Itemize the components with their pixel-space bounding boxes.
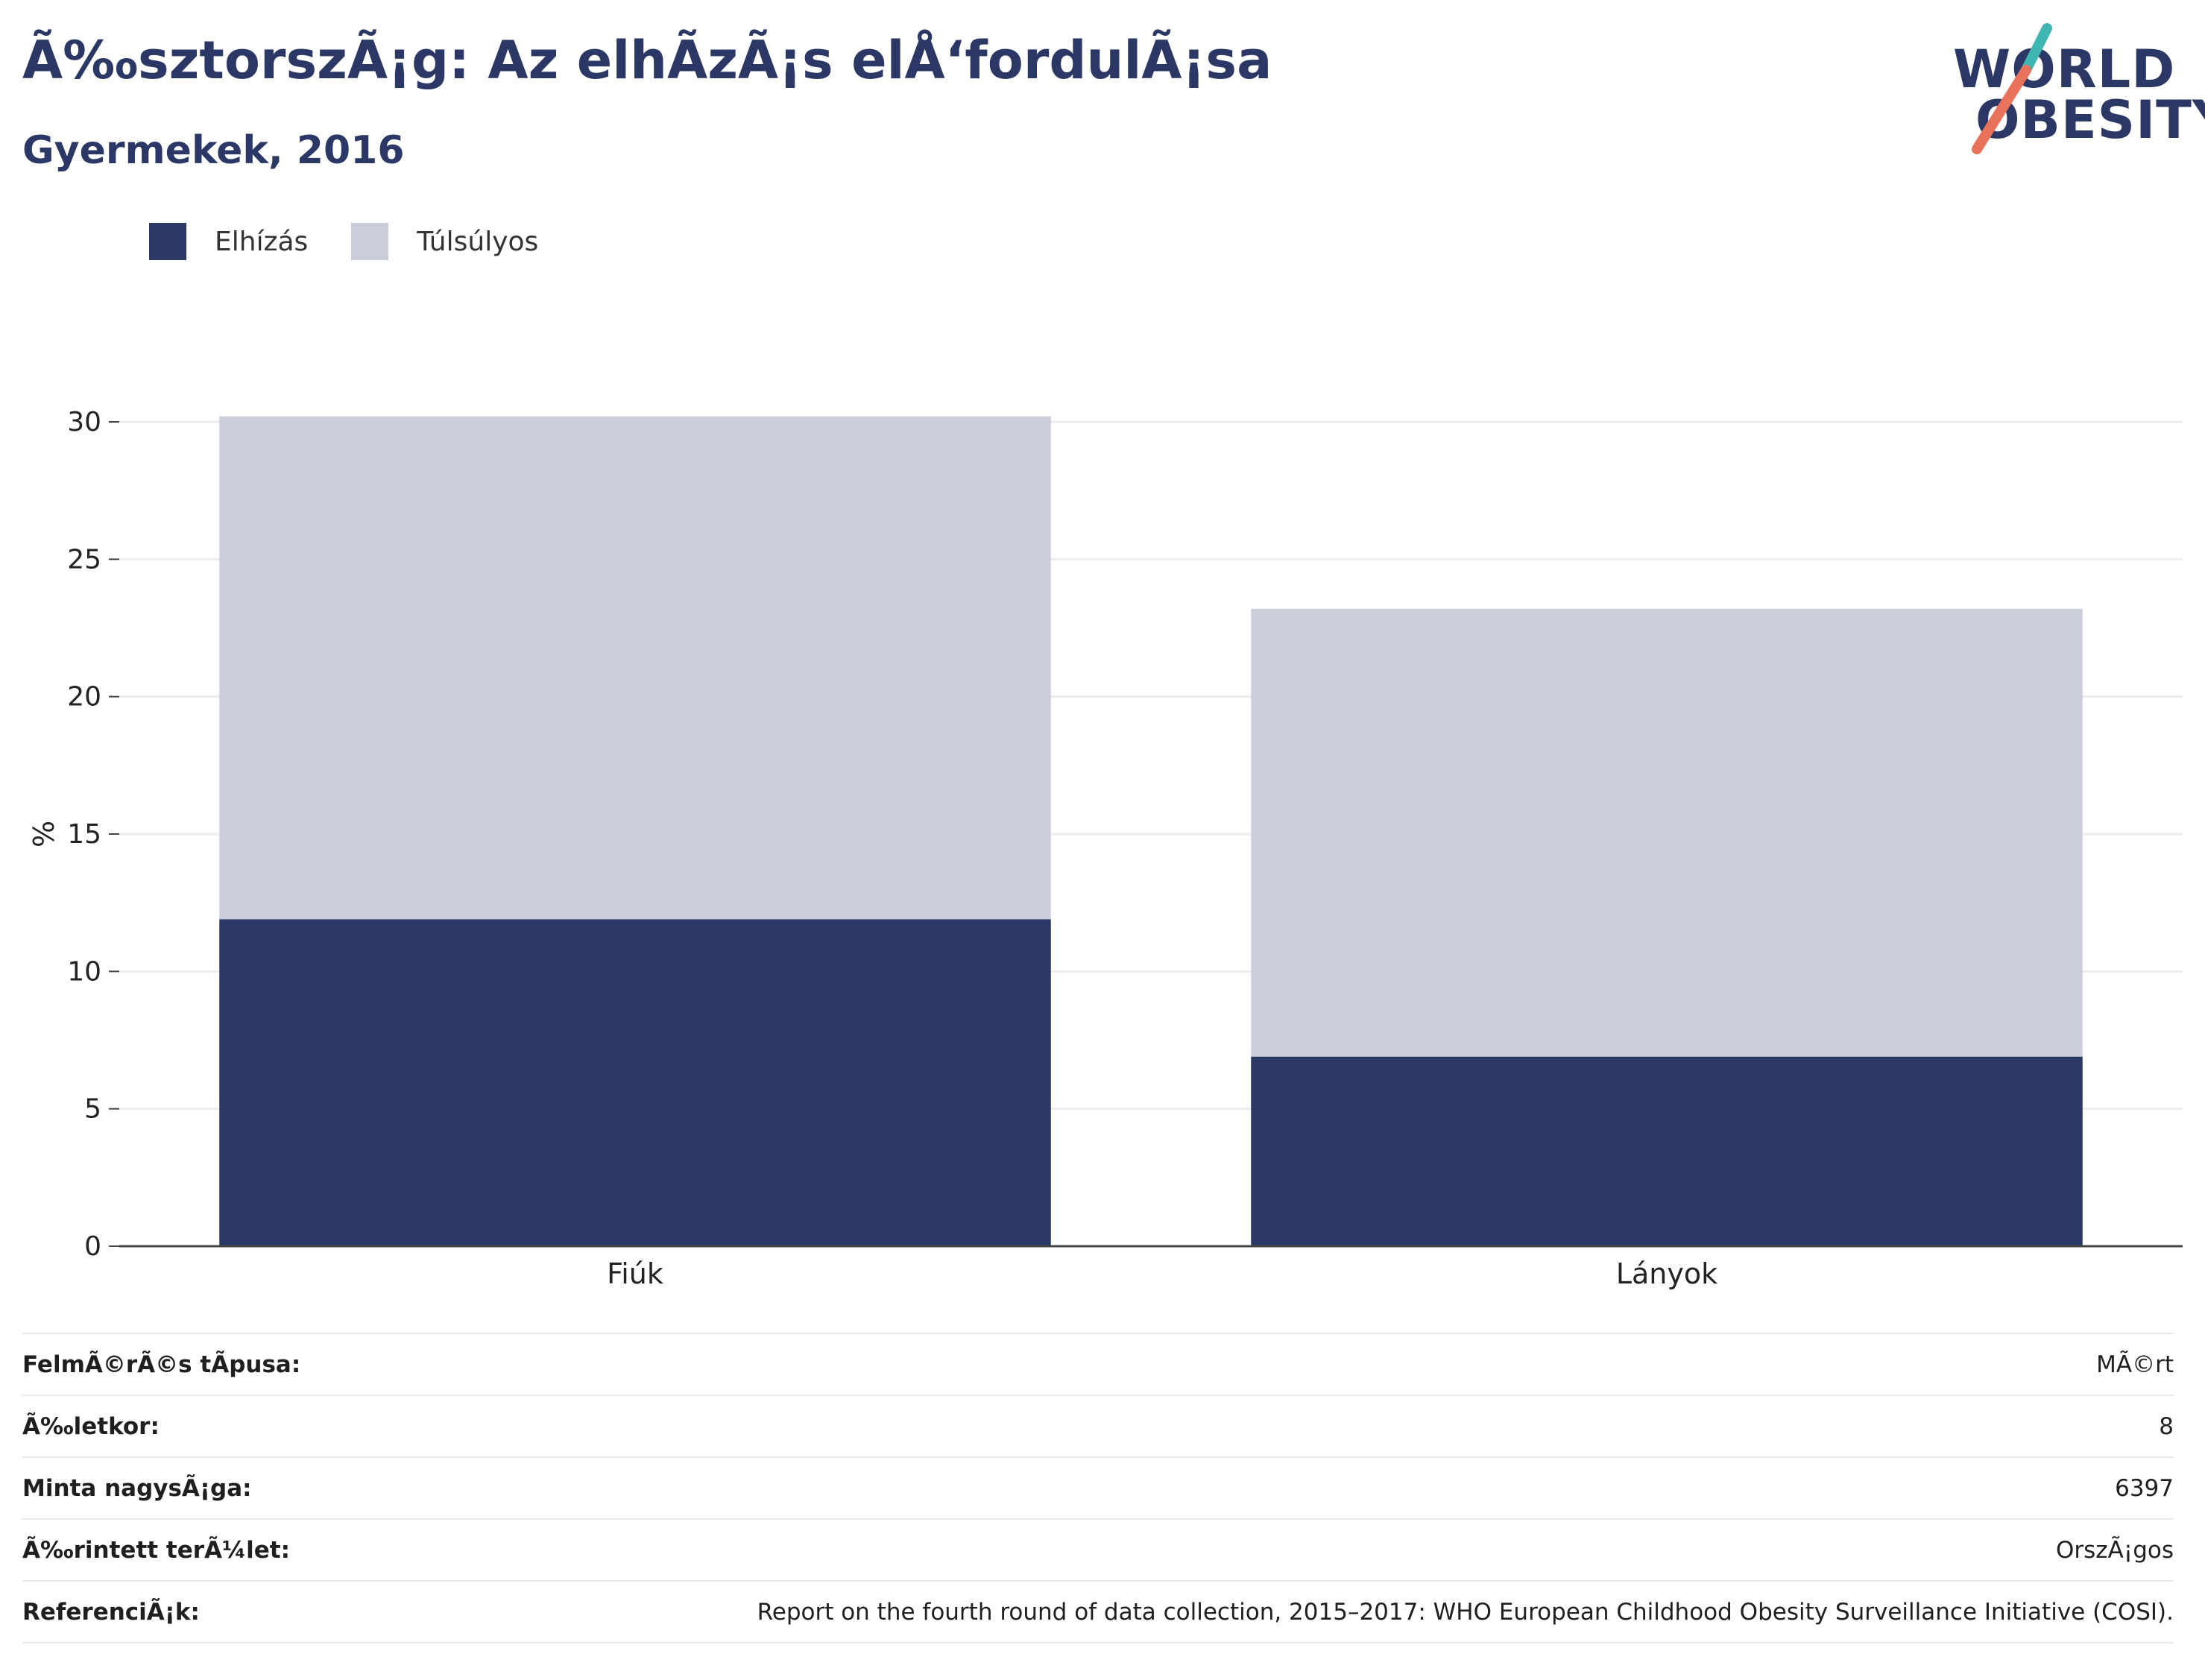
bar-fiúk-elhízás [219, 919, 1051, 1246]
legend-label-obesity: Elhízás [215, 226, 309, 257]
y-tick-label: 10 [67, 956, 101, 987]
world-obesity-logo: WORLD OBESITY [1938, 22, 2205, 157]
logo-word-obesity: OBESITY [1975, 89, 2205, 151]
info-value-age: 8 [2159, 1412, 2174, 1440]
x-tick-label: Lányok [1616, 1257, 1717, 1290]
legend-item-obesity: Elhízás [149, 223, 308, 260]
y-tick-label: 20 [67, 682, 101, 713]
info-label-survey-type: FelmÃ©rÃ©s tÃpusa: [22, 1351, 301, 1378]
bar-lányok-túlsúlyos [1251, 608, 2083, 1057]
y-tick-label: 25 [67, 544, 101, 575]
legend-item-overweight: Túlsúlyos [351, 223, 538, 260]
y-tick-label: 30 [67, 407, 101, 438]
y-axis-label: % [28, 821, 60, 847]
legend-label-overweight: Túlsúlyos [417, 226, 539, 257]
info-label-references: ReferenciÃ¡k: [22, 1598, 200, 1626]
info-label-area: Ã‰rintett terÃ¼let: [22, 1536, 290, 1564]
info-row-survey-type: FelmÃ©rÃ©s tÃpusa: MÃ©rt [22, 1334, 2174, 1396]
info-value-survey-type: MÃ©rt [2096, 1351, 2174, 1378]
chart-title: Ã‰sztorszÃ¡g: Az elhÃzÃ¡s elÅ‘fordulÃ¡sa [22, 30, 1272, 91]
info-row-references: ReferenciÃ¡k: Report on the fourth round… [22, 1582, 2174, 1643]
chart-legend: Elhízás Túlsúlyos [149, 221, 581, 262]
logo-slash-icon [1972, 23, 2052, 154]
x-tick-label: Fiúk [607, 1257, 663, 1290]
bar-lányok-elhízás [1251, 1056, 2083, 1246]
chart-subtitle: Gyermekek, 2016 [22, 128, 405, 173]
bar-fiúk-túlsúlyos [219, 416, 1051, 920]
info-label-age: Ã‰letkor: [22, 1412, 160, 1440]
y-tick-label: 5 [84, 1094, 101, 1125]
bar-chart: 0 5 10 15 20 25 30% Fiúk Lányok [28, 407, 2183, 1290]
info-label-sample-size: Minta nagysÃ¡ga: [22, 1474, 252, 1502]
info-value-area: OrszÃ¡gos [2056, 1536, 2174, 1564]
info-row-age: Ã‰letkor: 8 [22, 1396, 2174, 1458]
info-value-references: Report on the fourth round of data colle… [757, 1598, 2174, 1626]
y-tick-label: 15 [67, 819, 101, 850]
info-value-sample-size: 6397 [2115, 1474, 2174, 1502]
info-row-sample-size: Minta nagysÃ¡ga: 6397 [22, 1458, 2174, 1520]
legend-swatch-obesity [149, 223, 186, 260]
survey-info-table: FelmÃ©rÃ©s tÃpusa: MÃ©rt Ã‰letkor: 8 Min… [22, 1333, 2174, 1643]
logo-word-world: WORLD [1953, 39, 2176, 100]
legend-swatch-overweight [351, 223, 389, 260]
info-row-area: Ã‰rintett terÃ¼let: OrszÃ¡gos [22, 1520, 2174, 1582]
y-tick-label: 0 [84, 1231, 101, 1262]
